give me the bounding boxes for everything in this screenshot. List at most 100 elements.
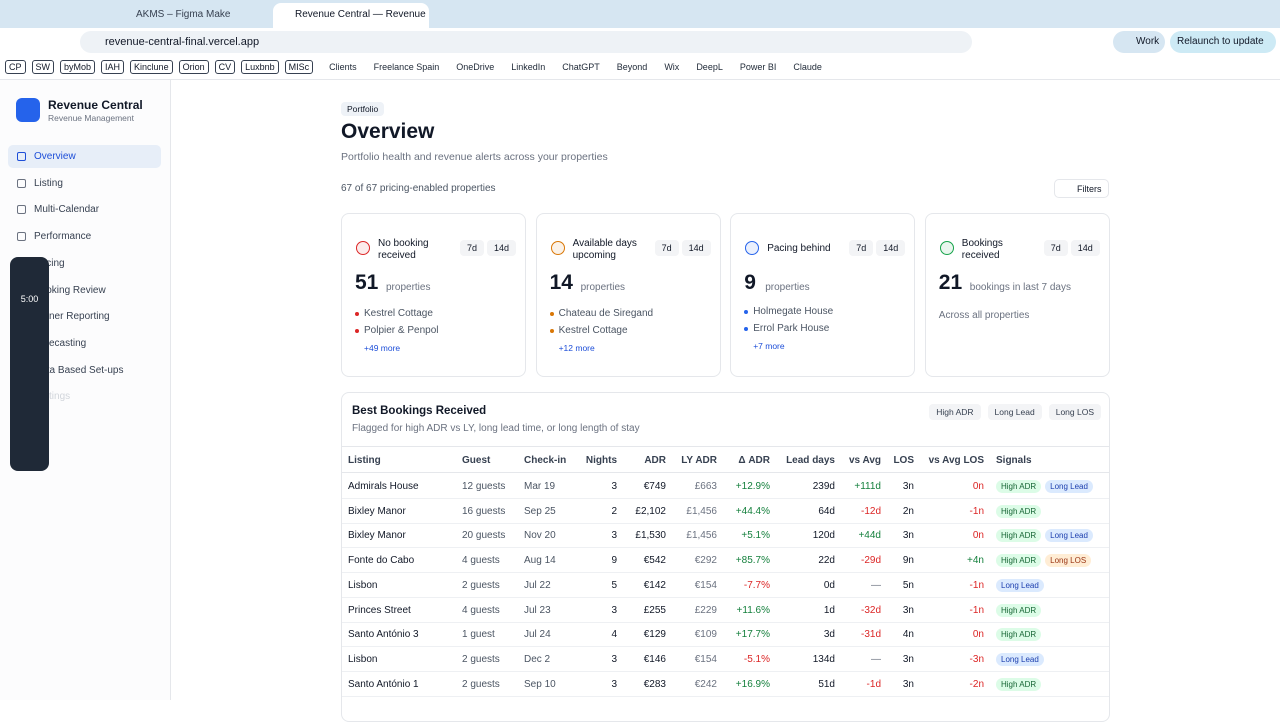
bookmark-chip[interactable]: Kinclune xyxy=(130,60,173,74)
listing-name[interactable]: Lisbon xyxy=(348,579,378,591)
table-cell: 9 xyxy=(611,555,617,567)
card-item[interactable]: Errol Park House xyxy=(753,323,830,334)
card-item[interactable]: Polpier & Penpol xyxy=(364,325,439,336)
card-item[interactable]: Chateau de Siregand xyxy=(558,308,654,319)
nav-item[interactable]: Listing xyxy=(34,177,63,189)
card-unit: properties xyxy=(386,282,431,293)
table-cell: 4 guests xyxy=(462,604,500,616)
bookmark-chip[interactable]: CV xyxy=(214,60,236,74)
nav-item[interactable]: Pricing xyxy=(34,257,65,269)
listing-name[interactable]: Fonte do Cabo xyxy=(348,555,415,567)
card-item[interactable]: Kestrel Cottage xyxy=(364,308,433,319)
nav-item[interactable]: Owner Reporting xyxy=(34,311,110,323)
nav-icon xyxy=(17,205,26,215)
nav-item[interactable]: Forecasting xyxy=(34,337,87,349)
table-cell: 4 xyxy=(611,629,617,641)
bookmark-chip[interactable]: SW xyxy=(31,60,55,74)
listing-name[interactable]: Princes Street xyxy=(348,604,411,616)
listing-name[interactable]: Bixley Manor xyxy=(348,530,406,542)
bookmark-link[interactable]: Claude xyxy=(793,62,822,72)
filters-button[interactable]: Filters xyxy=(1054,179,1109,198)
nav-item[interactable]: Settings xyxy=(34,391,71,403)
tab-bar xyxy=(0,0,1280,28)
table-cell: 0n xyxy=(972,530,984,542)
bookmark-link[interactable]: OneDrive xyxy=(456,62,495,72)
card-item[interactable]: Kestrel Cottage xyxy=(558,325,628,336)
bookmark-link[interactable]: DeepL xyxy=(696,62,723,72)
breadcrumb[interactable]: Portfolio xyxy=(341,102,385,116)
range-toggle[interactable]: 14d xyxy=(876,240,906,256)
profile-button[interactable]: Work xyxy=(1113,31,1165,53)
table-cell: €292 xyxy=(694,555,717,567)
signals: High ADR xyxy=(996,603,1045,617)
table-cell: 239d xyxy=(812,481,835,492)
bookmark-link[interactable]: Power BI xyxy=(739,62,777,72)
bookmark-link[interactable]: Clients xyxy=(329,62,357,72)
relaunch-button[interactable]: Relaunch to update xyxy=(1170,31,1276,53)
card-title: Available days upcoming xyxy=(572,238,637,261)
listing-name[interactable]: Santo António 3 xyxy=(348,629,419,641)
range-toggle[interactable]: 14d xyxy=(487,240,517,256)
listing-name[interactable]: Admirals House xyxy=(348,481,419,492)
tab-active[interactable]: Revenue Central — Revenue I xyxy=(273,3,429,28)
table-cell: €154 xyxy=(694,579,717,591)
url-field[interactable]: revenue-central-final.vercel.app xyxy=(80,31,972,53)
nav-item[interactable]: Booking Review xyxy=(34,284,106,296)
table-cell: Mar 19 xyxy=(524,481,556,492)
bookmark-chip[interactable]: Orion xyxy=(178,60,209,74)
table-cell: -32d xyxy=(860,604,881,616)
range-toggle[interactable]: 7d xyxy=(460,240,485,256)
bookmark-chip[interactable]: byMob xyxy=(60,60,96,74)
signals: High ADR Long LOS xyxy=(996,554,1095,568)
tab[interactable]: AKMS – Figma Make xyxy=(136,9,231,20)
range-toggle[interactable]: 14d xyxy=(681,240,711,256)
nav-item[interactable]: Multi-Calendar xyxy=(34,204,100,216)
table-cell: Jul 22 xyxy=(524,579,551,591)
bullet xyxy=(355,312,359,316)
bookmark-link[interactable]: ChatGPT xyxy=(562,62,600,72)
signal-filter[interactable]: High ADR xyxy=(929,404,981,420)
table-cell: +11.6% xyxy=(736,604,770,616)
bookmark-link[interactable]: Freelance Spain xyxy=(373,62,440,72)
card-item[interactable]: Holmegate House xyxy=(753,306,834,317)
card-unit: properties xyxy=(580,282,626,293)
bookmark-chip[interactable]: CP xyxy=(5,60,26,74)
signal-filter[interactable]: Long LOS xyxy=(1048,404,1101,420)
table-cell: -5.1% xyxy=(743,653,770,665)
bullet xyxy=(549,329,554,333)
signals: High ADR Long Lead xyxy=(996,480,1097,493)
bookmark-link[interactable]: Beyond xyxy=(616,62,648,72)
table-cell: -12d xyxy=(860,505,881,517)
table-cell: Jul 23 xyxy=(524,604,551,616)
table-cell: €242 xyxy=(694,678,717,690)
bookmark-chip[interactable]: MISc xyxy=(284,60,314,74)
bookmark-chip[interactable]: Luxbnb xyxy=(241,60,279,74)
bookmark-link[interactable]: LinkedIn xyxy=(511,62,546,72)
more-link[interactable]: +7 more xyxy=(753,341,785,351)
table-cell: +44d xyxy=(858,530,881,542)
table-cell: 2n xyxy=(902,505,914,517)
listing-name[interactable]: Santo António 1 xyxy=(348,678,419,690)
nav-item[interactable]: Data Based Set-ups xyxy=(34,364,124,376)
range-toggle[interactable]: 14d xyxy=(1070,240,1100,256)
more-link[interactable]: +12 more xyxy=(558,343,595,353)
nav-item[interactable]: Performance xyxy=(34,231,92,243)
range-toggle[interactable]: 7d xyxy=(849,240,874,256)
bookmark-chip[interactable]: IAH xyxy=(101,60,125,74)
bullet xyxy=(355,329,359,333)
signal-badge: High ADR xyxy=(996,677,1042,691)
listing-name[interactable]: Lisbon xyxy=(348,653,378,665)
table-cell: 20 guests xyxy=(462,530,506,542)
signal-filter[interactable]: Long Lead xyxy=(987,404,1042,420)
bookmark-link[interactable]: Wix xyxy=(664,62,680,72)
table-cell: 5 xyxy=(611,579,617,591)
signals: High ADR xyxy=(996,504,1045,518)
listing-name[interactable]: Bixley Manor xyxy=(348,505,406,517)
signal-badge: Long Lead xyxy=(996,578,1044,592)
range-toggle[interactable]: 7d xyxy=(1043,240,1068,256)
table-cell: €283 xyxy=(643,678,666,690)
table-cell: -31d xyxy=(860,629,881,641)
nav-item[interactable]: Overview xyxy=(34,151,76,162)
range-toggle[interactable]: 7d xyxy=(654,240,679,256)
more-link[interactable]: +49 more xyxy=(364,343,401,353)
